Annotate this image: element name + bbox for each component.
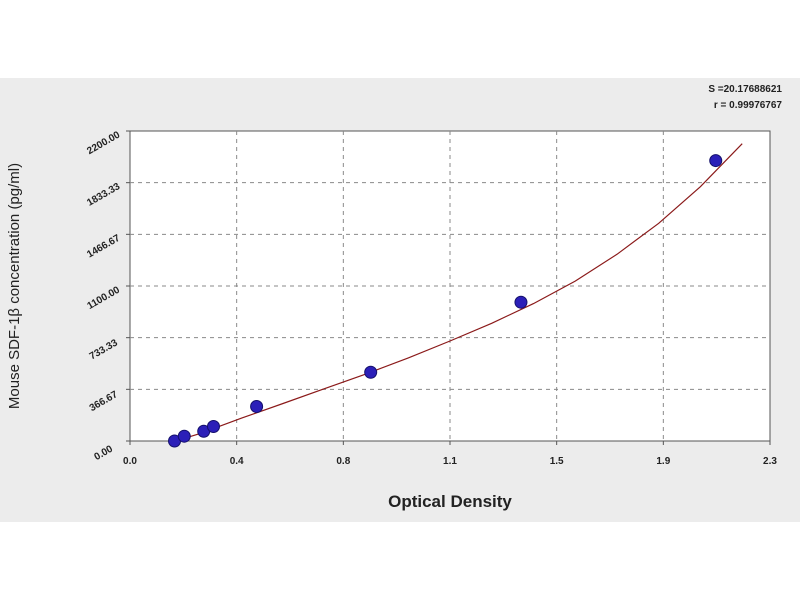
y-tick-label: 1100.00	[86, 284, 123, 312]
curve-layer	[173, 143, 743, 441]
data-points	[168, 154, 723, 448]
fit-curve	[173, 143, 743, 441]
x-tick-label: 0.0	[123, 456, 137, 467]
y-tick-label: 733.33	[88, 337, 120, 362]
y-tick-label: 2200.00	[85, 129, 122, 157]
x-axis-label: Optical Density	[388, 492, 512, 511]
data-point	[177, 429, 191, 443]
y-axis-ticks: 0.00 366.67 733.33 1100.00 1466.67 1833.33 220…	[85, 129, 130, 463]
data-point	[514, 295, 528, 309]
x-tick-label: 1.1	[443, 456, 457, 467]
data-point	[206, 419, 220, 433]
data-point	[709, 154, 723, 168]
x-axis-ticks: 0.0 0.4 0.8 1.1 1.5 1.9 2.3	[123, 441, 777, 467]
y-tick-label: 1466.67	[85, 233, 122, 261]
x-tick-label: 2.3	[763, 456, 777, 467]
y-tick-label: 366.67	[88, 389, 120, 414]
grid	[130, 131, 770, 441]
y-tick-label: 1833.33	[85, 181, 122, 209]
data-point	[250, 399, 264, 413]
data-point	[364, 365, 378, 379]
x-tick-label: 0.4	[230, 456, 244, 467]
x-tick-label: 1.5	[550, 456, 564, 467]
fit-stat-r: r = 0.99976767	[714, 100, 783, 111]
y-axis-label: Mouse SDF-1β concentration (pg/ml)	[6, 163, 23, 409]
x-tick-label: 0.8	[336, 456, 350, 467]
x-tick-label: 1.9	[656, 456, 670, 467]
fit-stat-s: S =20.17688621	[708, 84, 782, 95]
y-tick-label: 0.00	[93, 443, 116, 462]
